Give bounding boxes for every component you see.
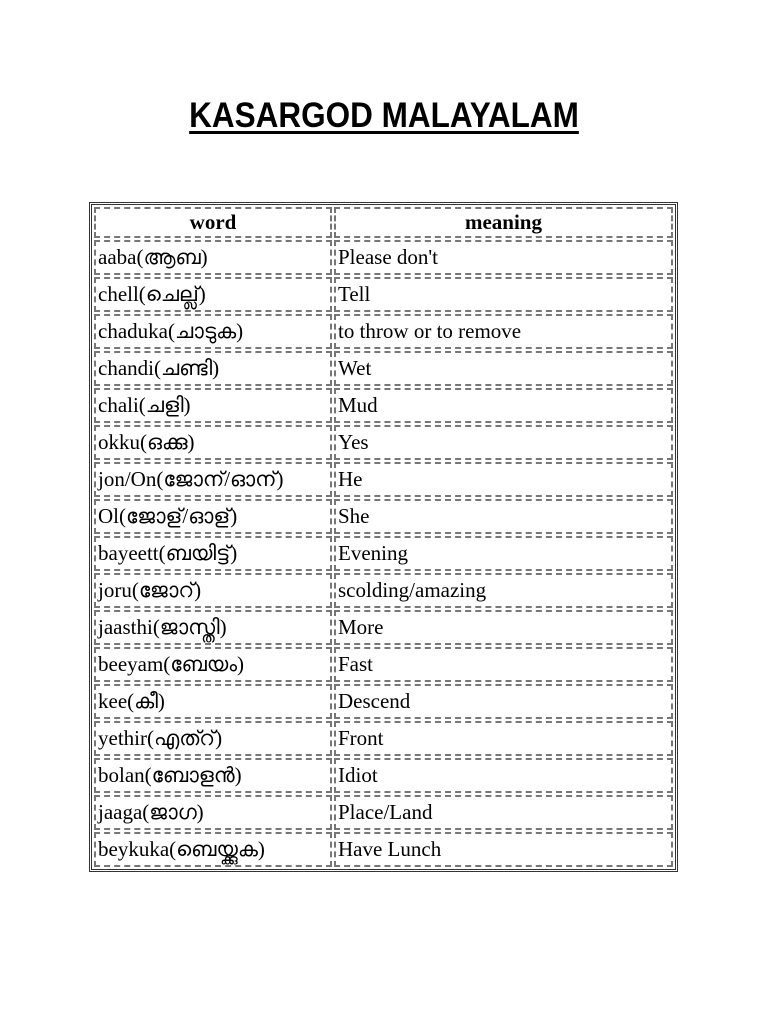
page-title: KASARGOD MALAYALAM [189,96,579,135]
table-row: beykuka(ബെയ്ക്കുക) Have Lunch [94,832,673,867]
meaning-cell: Front [334,721,673,756]
meaning-cell: More [334,610,673,645]
word-cell: jaasthi(ജാസ്തി) [94,610,332,645]
meaning-cell: Tell [334,277,673,312]
word-cell: Ol(ജോള്/ഓള്) [94,499,332,534]
table-row: jaaga(ജാഗ) Place/Land [94,795,673,830]
meaning-cell: Yes [334,425,673,460]
table-row: okku(ഒക്കു) Yes [94,425,673,460]
meaning-cell: Have Lunch [334,832,673,867]
table-row: kee(കീ) Descend [94,684,673,719]
column-header-word: word [94,207,332,238]
table-row: chali(ചളി) Mud [94,388,673,423]
word-cell: jaaga(ജാഗ) [94,795,332,830]
meaning-cell: He [334,462,673,497]
meaning-cell: Evening [334,536,673,571]
meaning-cell: Descend [334,684,673,719]
table-row: chell(ചെല്ല്) Tell [94,277,673,312]
word-cell: kee(കീ) [94,684,332,719]
word-cell: chaduka(ചാടുക) [94,314,332,349]
word-cell: chali(ചളി) [94,388,332,423]
word-cell: joru(ജോറ്) [94,573,332,608]
word-cell: beeyam(ബേയം) [94,647,332,682]
table-row: bayeett(ബയിട്ട്) Evening [94,536,673,571]
table-row: chaduka(ചാടുക) to throw or to remove [94,314,673,349]
word-cell: okku(ഒക്കു) [94,425,332,460]
word-cell: jon/On(ജോന്/ഓന്) [94,462,332,497]
word-cell: yethir(എത്റ്) [94,721,332,756]
word-cell: bayeett(ബയിട്ട്) [94,536,332,571]
word-cell: aaba(ആബ) [94,240,332,275]
table-row: Ol(ജോള്/ഓള്) She [94,499,673,534]
table-row: chandi(ചണ്ടി) Wet [94,351,673,386]
meaning-cell: Mud [334,388,673,423]
meaning-cell: Idiot [334,758,673,793]
table-row: joru(ജോറ്) scolding/amazing [94,573,673,608]
table-row: yethir(എത്റ്) Front [94,721,673,756]
meaning-cell: Please don't [334,240,673,275]
table-row: jaasthi(ജാസ്തി) More [94,610,673,645]
word-cell: beykuka(ബെയ്ക്കുക) [94,832,332,867]
meaning-cell: Wet [334,351,673,386]
table-row: beeyam(ബേയം) Fast [94,647,673,682]
meaning-cell: to throw or to remove [334,314,673,349]
column-header-meaning: meaning [334,207,673,238]
word-cell: bolan(ബോളൻ) [94,758,332,793]
vocabulary-table: word meaning aaba(ആബ) Please don't chell(ച… [89,202,678,872]
table-row: bolan(ബോളൻ) Idiot [94,758,673,793]
table-header-row: word meaning [94,207,673,238]
meaning-cell: Place/Land [334,795,673,830]
meaning-cell: scolding/amazing [334,573,673,608]
table-row: aaba(ആബ) Please don't [94,240,673,275]
meaning-cell: She [334,499,673,534]
table-row: jon/On(ജോന്/ഓന്) He [94,462,673,497]
word-cell: chell(ചെല്ല്) [94,277,332,312]
meaning-cell: Fast [334,647,673,682]
word-cell: chandi(ചണ്ടി) [94,351,332,386]
